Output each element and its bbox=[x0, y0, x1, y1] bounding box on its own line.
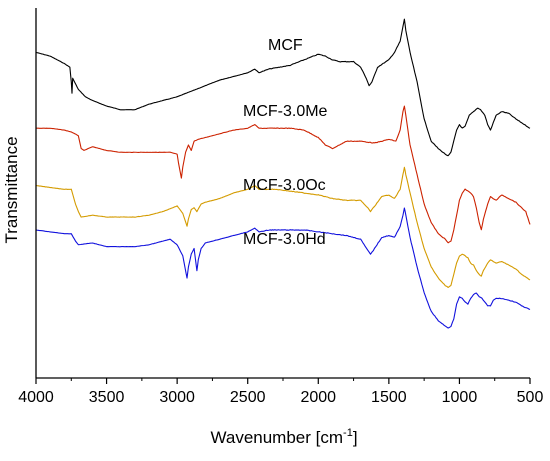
x-tick-label-1000: 1000 bbox=[442, 389, 478, 406]
x-axis-label-superscript: -1 bbox=[343, 427, 353, 439]
x-tick-label-4000: 4000 bbox=[18, 389, 54, 406]
axes: 4000 3500 3000 2500 2000 1500 1000 500 bbox=[18, 8, 543, 406]
series-line-1 bbox=[35, 18, 531, 157]
series-lines bbox=[35, 18, 531, 329]
x-tick-label-3000: 3000 bbox=[159, 389, 195, 406]
x-tick-label-2500: 2500 bbox=[230, 389, 266, 406]
x-tick-label-2000: 2000 bbox=[300, 389, 336, 406]
y-axis-label: Transmittance bbox=[2, 136, 21, 243]
x-axis-label-main: Wavenumber [cm bbox=[210, 428, 343, 447]
x-tick-label-500: 500 bbox=[517, 389, 544, 406]
x-axis-label-end: ] bbox=[353, 428, 358, 447]
series-label-2: MCF-3.0Me bbox=[243, 103, 328, 120]
series-label-3: MCF-3.0Oc bbox=[243, 177, 326, 194]
series-label-4: MCF-3.0Hd bbox=[243, 231, 326, 248]
series-line-4 bbox=[35, 207, 531, 329]
series-label-1: MCF bbox=[268, 37, 303, 54]
x-tick-label-1500: 1500 bbox=[371, 389, 407, 406]
x-tick-label-3500: 3500 bbox=[89, 389, 125, 406]
series-labels: MCF MCF-3.0Me MCF-3.0Oc MCF-3.0Hd bbox=[243, 37, 328, 248]
series-line-3 bbox=[35, 166, 531, 289]
x-axis-label: Wavenumber [cm-1] bbox=[210, 427, 357, 447]
series-line-2 bbox=[35, 105, 531, 244]
